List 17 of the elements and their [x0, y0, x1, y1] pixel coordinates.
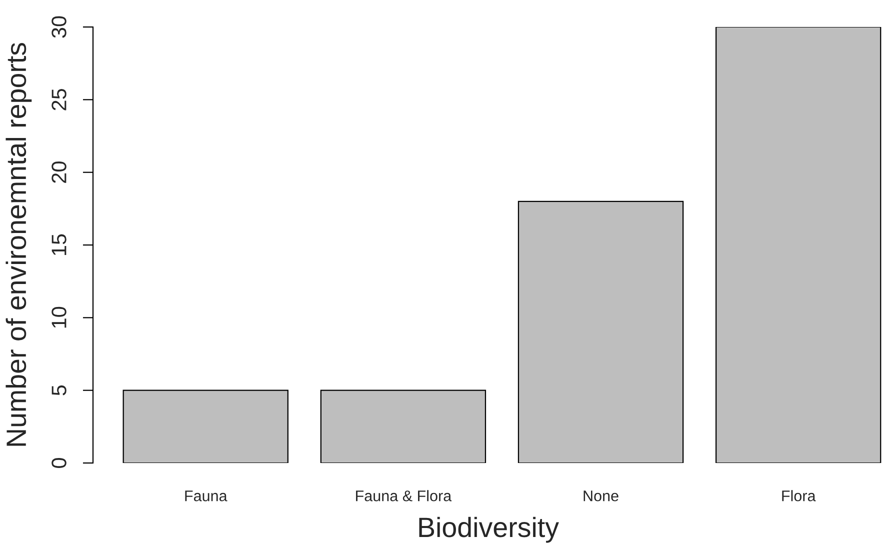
- y-tick-label: 5: [52, 385, 66, 396]
- y-tick-label: 20: [52, 162, 66, 183]
- bar: [320, 390, 486, 463]
- x-tick-label: Fauna: [185, 490, 228, 502]
- y-axis-title: Number of environemntal reports: [6, 42, 32, 446]
- y-tick-label: 30: [52, 16, 66, 38]
- bar: [715, 27, 882, 463]
- y-tick-label: 15: [52, 234, 66, 255]
- x-tick-label: Flora: [782, 490, 816, 502]
- x-tick-label: None: [584, 490, 618, 502]
- y-tick-label: 10: [52, 306, 66, 328]
- y-tick-label: 25: [52, 88, 66, 110]
- bar: [518, 200, 684, 463]
- x-axis-title: Biodiversity: [419, 516, 559, 543]
- y-tick-label: 0: [52, 458, 66, 468]
- bar: [122, 390, 288, 463]
- x-tick-label: Fauna & Flora: [356, 490, 452, 502]
